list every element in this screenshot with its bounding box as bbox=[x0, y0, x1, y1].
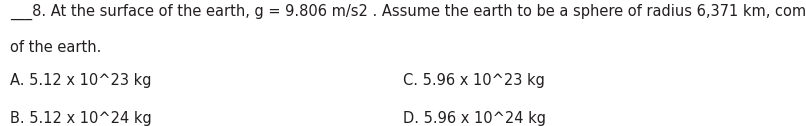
Text: C. 5.96 x 10^23 kg: C. 5.96 x 10^23 kg bbox=[403, 73, 545, 88]
Text: D. 5.96 x 10^24 kg: D. 5.96 x 10^24 kg bbox=[403, 111, 546, 126]
Text: B. 5.12 x 10^24 kg: B. 5.12 x 10^24 kg bbox=[10, 111, 152, 126]
Text: ___8. At the surface of the earth, g = 9.806 m/s2 . Assume the earth to be a sph: ___8. At the surface of the earth, g = 9… bbox=[10, 4, 806, 20]
Text: A. 5.12 x 10^23 kg: A. 5.12 x 10^23 kg bbox=[10, 73, 152, 88]
Text: of the earth.: of the earth. bbox=[10, 40, 101, 55]
